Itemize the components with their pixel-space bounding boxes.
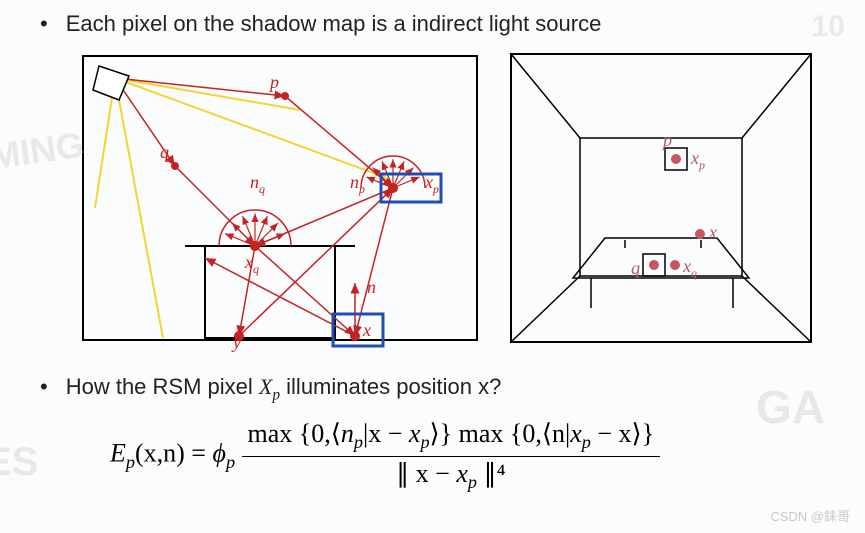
- eq-phi: ϕ: [212, 439, 225, 468]
- eq-fraction: max {0,⟨np|x − xp⟩} max {0,⟨n|xp − x⟩} ∥…: [242, 419, 661, 492]
- eq-args: (x,n) =: [135, 439, 212, 468]
- svg-text:nq: nq: [250, 172, 265, 196]
- text: illuminates position x?: [280, 374, 501, 399]
- svg-text:x: x: [708, 222, 717, 242]
- diagram-row: pqnqnpxpxqnxy pxpxqxq: [75, 48, 845, 358]
- var-xp: X: [259, 374, 272, 399]
- svg-text:q: q: [631, 258, 640, 278]
- bullet-1-text: Each pixel on the shadow map is a indire…: [66, 10, 602, 38]
- var-xp-sub: p: [272, 386, 280, 403]
- equation: Ep(x,n) = ϕp max {0,⟨np|x − xp⟩} max {0,…: [110, 419, 845, 492]
- watermark: MING: [0, 124, 86, 179]
- eq-E-sub: p: [126, 452, 135, 472]
- svg-text:y: y: [231, 332, 241, 352]
- eq-numerator: max {0,⟨np|x − xp⟩} max {0,⟨n|xp − x⟩}: [242, 419, 661, 456]
- svg-text:xp: xp: [690, 148, 705, 172]
- bullet-2: • How the RSM pixel Xp illuminates posit…: [40, 373, 845, 409]
- bullet-icon: •: [40, 10, 48, 38]
- csdn-watermark: CSDN @銇哥: [770, 506, 850, 525]
- bullet-1: • Each pixel on the shadow map is a indi…: [40, 10, 845, 38]
- svg-text:p: p: [661, 130, 672, 150]
- svg-text:xq: xq: [244, 252, 259, 276]
- bullet-2-text: How the RSM pixel Xp illuminates positio…: [66, 373, 502, 409]
- diagram-right: pxpxqxq: [505, 48, 817, 348]
- svg-text:n: n: [367, 277, 376, 297]
- bullet-icon: •: [40, 373, 48, 401]
- eq-phi-sub: p: [226, 452, 235, 472]
- eq-E: E: [110, 439, 126, 468]
- text: How the RSM pixel: [66, 374, 259, 399]
- watermark: ES: [0, 440, 38, 485]
- svg-text:xp: xp: [424, 172, 439, 196]
- svg-text:p: p: [268, 72, 279, 92]
- diagram-left: pqnqnpxpxqnxy: [75, 48, 485, 358]
- eq-denominator: ∥ x − xp ∥⁴: [242, 457, 661, 493]
- svg-text:q: q: [160, 142, 169, 162]
- svg-text:x: x: [362, 320, 371, 340]
